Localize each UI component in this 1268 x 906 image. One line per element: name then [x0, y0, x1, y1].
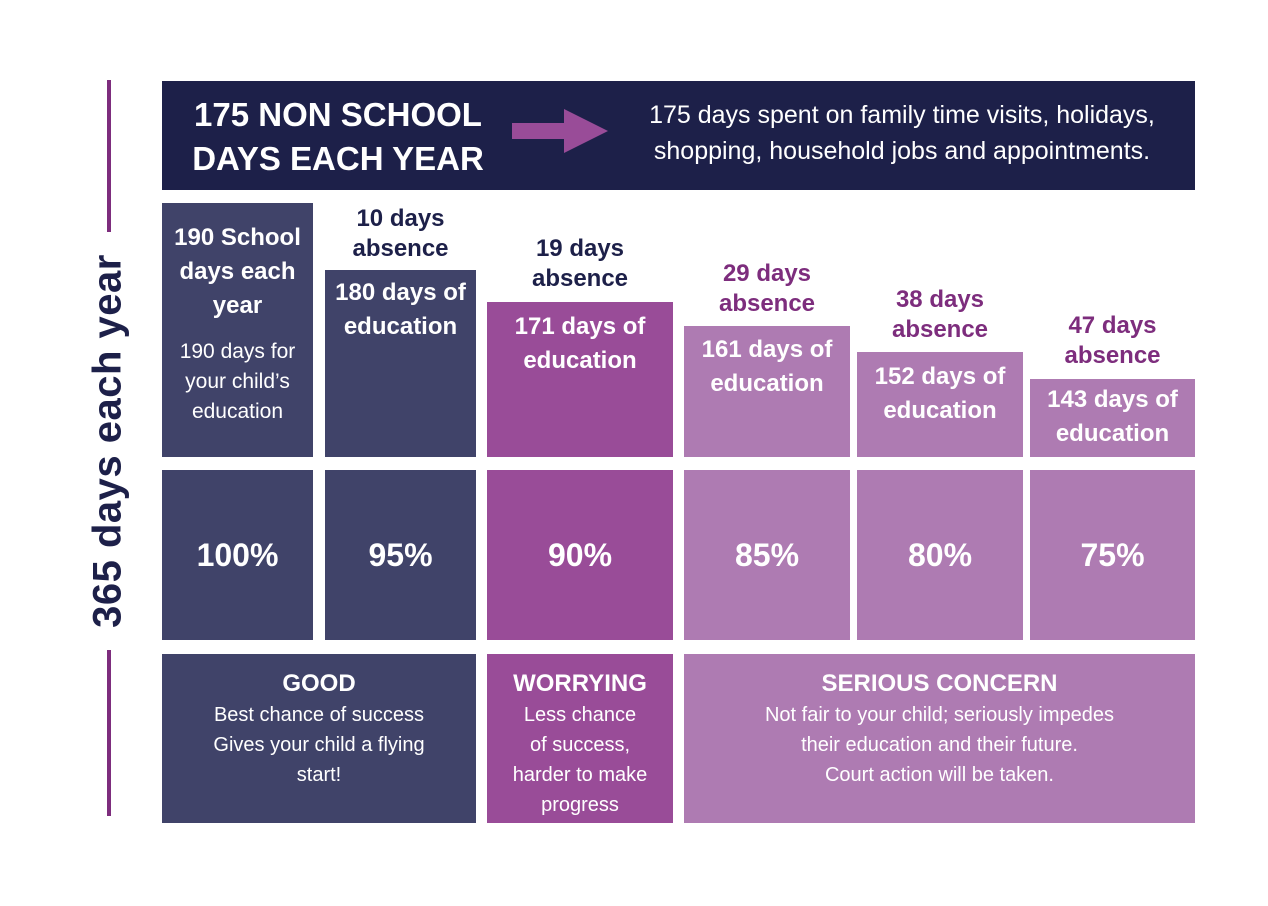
bar-label-line: 152 days of: [874, 363, 1006, 390]
rating-text-line: progress: [541, 794, 619, 816]
rating-text-line: Court action will be taken.: [824, 764, 1054, 786]
bar-label-line: education: [343, 313, 458, 340]
absence-header-line: 29 days: [722, 260, 812, 287]
axis-line-top: [107, 80, 111, 232]
bar-label-line: education: [523, 347, 637, 374]
absence-header-line: absence: [531, 265, 629, 292]
banner-title-line: DAYS EACH YEAR: [192, 140, 484, 177]
absence-header-line: absence: [891, 316, 989, 343]
bar-sub-line: your child’s: [185, 370, 290, 393]
bar-label-line: 180 days of: [335, 279, 466, 306]
axis-label-container: 365 days each year: [58, 232, 158, 650]
rating-text-line: of success,: [529, 734, 631, 756]
rating-good: GOOD Best chance of success Gives your c…: [162, 654, 476, 823]
bar-label-line: education: [883, 397, 997, 424]
bar-sub-line: 190 days for: [179, 340, 296, 363]
bar-label-line: 143 days of: [1047, 386, 1178, 413]
percent-cell: 90%: [487, 470, 673, 640]
bar-label-line: 171 days of: [514, 313, 646, 340]
banner-title-line: 175 NON SCHOOL: [194, 96, 482, 133]
absence-header-line: absence: [718, 290, 816, 317]
absence-header-line: 19 days: [535, 235, 625, 262]
percent-cell: 100%: [162, 470, 313, 640]
rating-title: GOOD: [282, 670, 356, 697]
arrow-right-icon: [512, 109, 608, 153]
rating-text-line: harder to make: [512, 764, 648, 786]
banner-description: 175 days spent on family time visits, ho…: [612, 97, 1192, 169]
non-school-days-banner: 175 NON SCHOOL DAYS EACH YEAR 175 days s…: [162, 81, 1195, 190]
rating-text-line: Gives your child a flying: [213, 734, 425, 756]
banner-title: 175 NON SCHOOL DAYS EACH YEAR: [188, 93, 488, 181]
percent-cell: 75%: [1030, 470, 1195, 640]
bar-label-line: education: [710, 370, 824, 397]
absence-header-line: 38 days: [895, 286, 985, 313]
absence-header: 29 days absence: [684, 259, 850, 319]
absence-header-line: absence: [1064, 342, 1161, 369]
absence-header: 19 days absence: [487, 234, 673, 294]
bar-sub-line: education: [191, 400, 284, 423]
rating-worrying: WORRYING Less chance of success, harder …: [487, 654, 673, 823]
bar-education-days: 180 days of education: [325, 270, 476, 457]
bar-school-days: 190 School days each year 190 days for y…: [162, 203, 313, 457]
banner-text-line: shopping, household jobs and appointment…: [653, 137, 1151, 165]
absence-header-line: 47 days: [1068, 312, 1157, 339]
bar-label-line: year: [212, 292, 263, 319]
rating-text-line: Best chance of success: [213, 704, 425, 726]
bar-label-line: education: [1055, 420, 1170, 447]
percent-cell: 95%: [325, 470, 476, 640]
rating-serious-concern: SERIOUS CONCERN Not fair to your child; …: [684, 654, 1195, 823]
absence-header-line: 10 days: [356, 205, 445, 232]
bar-education-days: 143 days of education: [1030, 379, 1195, 457]
rating-title: SERIOUS CONCERN: [821, 670, 1058, 697]
bar-education-days: 161 days of education: [684, 326, 850, 457]
rating-title: WORRYING: [513, 670, 647, 697]
rating-text-line: their education and their future.: [801, 734, 1078, 756]
absence-header: 10 days absence: [325, 204, 476, 264]
bar-education-days: 152 days of education: [857, 352, 1023, 457]
rating-text-line: start!: [296, 764, 342, 786]
rating-text-line: Not fair to your child; seriously impede…: [764, 704, 1115, 726]
banner-text-line: 175 days spent on family time visits, ho…: [649, 101, 1155, 129]
bar-education-days: 171 days of education: [487, 302, 673, 457]
rating-text-line: Less chance: [523, 704, 637, 726]
percent-cell: 80%: [857, 470, 1023, 640]
absence-header: 47 days absence: [1030, 311, 1195, 371]
percent-cell: 85%: [684, 470, 850, 640]
bar-label-line: days each: [179, 258, 296, 285]
axis-line-bottom: [107, 650, 111, 816]
absence-header: 38 days absence: [857, 285, 1023, 345]
bar-label-line: 161 days of: [701, 336, 833, 363]
absence-header-line: absence: [352, 235, 449, 262]
bar-label-line: 190 School: [174, 224, 301, 251]
axis-label: 365 days each year: [85, 254, 130, 628]
